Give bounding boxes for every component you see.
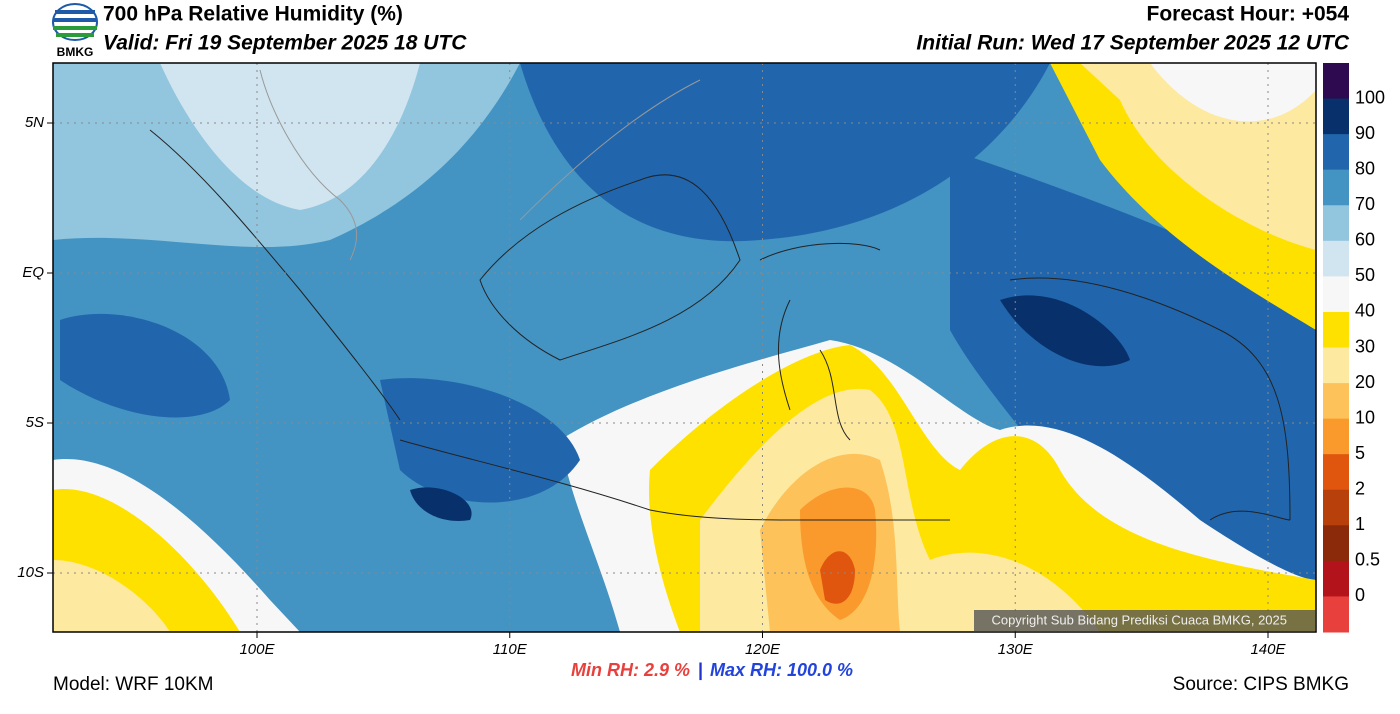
lat-label: 10S	[17, 564, 44, 581]
graticule: 5N EQ 5S 10S 100E 110E 120E 130E 140E	[17, 63, 1316, 658]
lon-label: 130E	[998, 641, 1034, 658]
lat-label: 5S	[26, 414, 44, 431]
colorbar-swatch	[1323, 169, 1349, 206]
lat-label: EQ	[22, 264, 44, 281]
colorbar-label: 1	[1355, 514, 1365, 534]
valid-time: Valid: Fri 19 September 2025 18 UTC	[103, 32, 467, 55]
colorbar-label: 60	[1355, 230, 1375, 250]
initial-run: Initial Run: Wed 17 September 2025 12 UT…	[916, 32, 1349, 55]
lon-label: 120E	[745, 641, 781, 658]
colorbar-swatch	[1323, 596, 1349, 633]
colorbar-label: 50	[1355, 265, 1375, 285]
colorbar-label: 40	[1355, 301, 1375, 321]
colorbar-swatch	[1323, 276, 1349, 313]
logo: BMKG	[52, 3, 98, 59]
colorbar: 100 90 80 70 60 50 40 30 20 10 5 2 1 0.5 0	[1323, 63, 1385, 633]
source: Source: CIPS BMKG	[1173, 674, 1349, 695]
colorbar-swatch	[1323, 489, 1349, 526]
title: 700 hPa Relative Humidity (%)	[103, 3, 403, 26]
lon-label: 110E	[493, 641, 528, 658]
colorbar-label: 0.5	[1355, 550, 1380, 570]
colorbar-swatch	[1323, 454, 1349, 491]
copyright-box	[974, 610, 1315, 631]
separator: |	[698, 660, 703, 680]
logo-text: BMKG	[57, 45, 94, 59]
colorbar-label: 0	[1355, 585, 1365, 605]
colorbar-label: 100	[1355, 87, 1385, 107]
colorbar-swatch	[1323, 560, 1349, 597]
min-rh: Min RH: 2.9 %	[571, 660, 690, 680]
colorbar-swatch	[1323, 418, 1349, 455]
copyright: Copyright Sub Bidang Prediksi Cuaca BMKG…	[991, 612, 1287, 627]
colorbar-label: 70	[1355, 194, 1375, 214]
lon-label: 100E	[239, 641, 275, 658]
colorbar-swatch	[1323, 63, 1349, 100]
colorbar-swatch	[1323, 383, 1349, 420]
colorbar-label: 30	[1355, 336, 1375, 356]
colorbar-label: 80	[1355, 158, 1375, 178]
colorbar-swatch	[1323, 525, 1349, 562]
lat-label: 5N	[25, 114, 44, 131]
colorbar-label: 10	[1355, 407, 1375, 427]
colorbar-label: 20	[1355, 372, 1375, 392]
lon-label: 140E	[1250, 641, 1286, 658]
colorbar-label: 2	[1355, 479, 1365, 499]
colorbar-swatch	[1323, 205, 1349, 242]
model: Model: WRF 10KM	[53, 674, 213, 695]
colorbar-swatch	[1323, 240, 1349, 277]
colorbar-swatch	[1323, 311, 1349, 348]
colorbar-swatch	[1323, 347, 1349, 384]
map-frame	[52, 62, 1317, 633]
max-rh: Max RH: 100.0 %	[710, 660, 853, 680]
colorbar-label: 90	[1355, 123, 1375, 143]
colorbar-label: 5	[1355, 443, 1365, 463]
colorbar-swatch	[1323, 98, 1349, 135]
colorbar-swatch	[1323, 134, 1349, 171]
forecast-hour: Forecast Hour: +054	[1147, 3, 1350, 26]
humidity-field	[53, 63, 1316, 632]
